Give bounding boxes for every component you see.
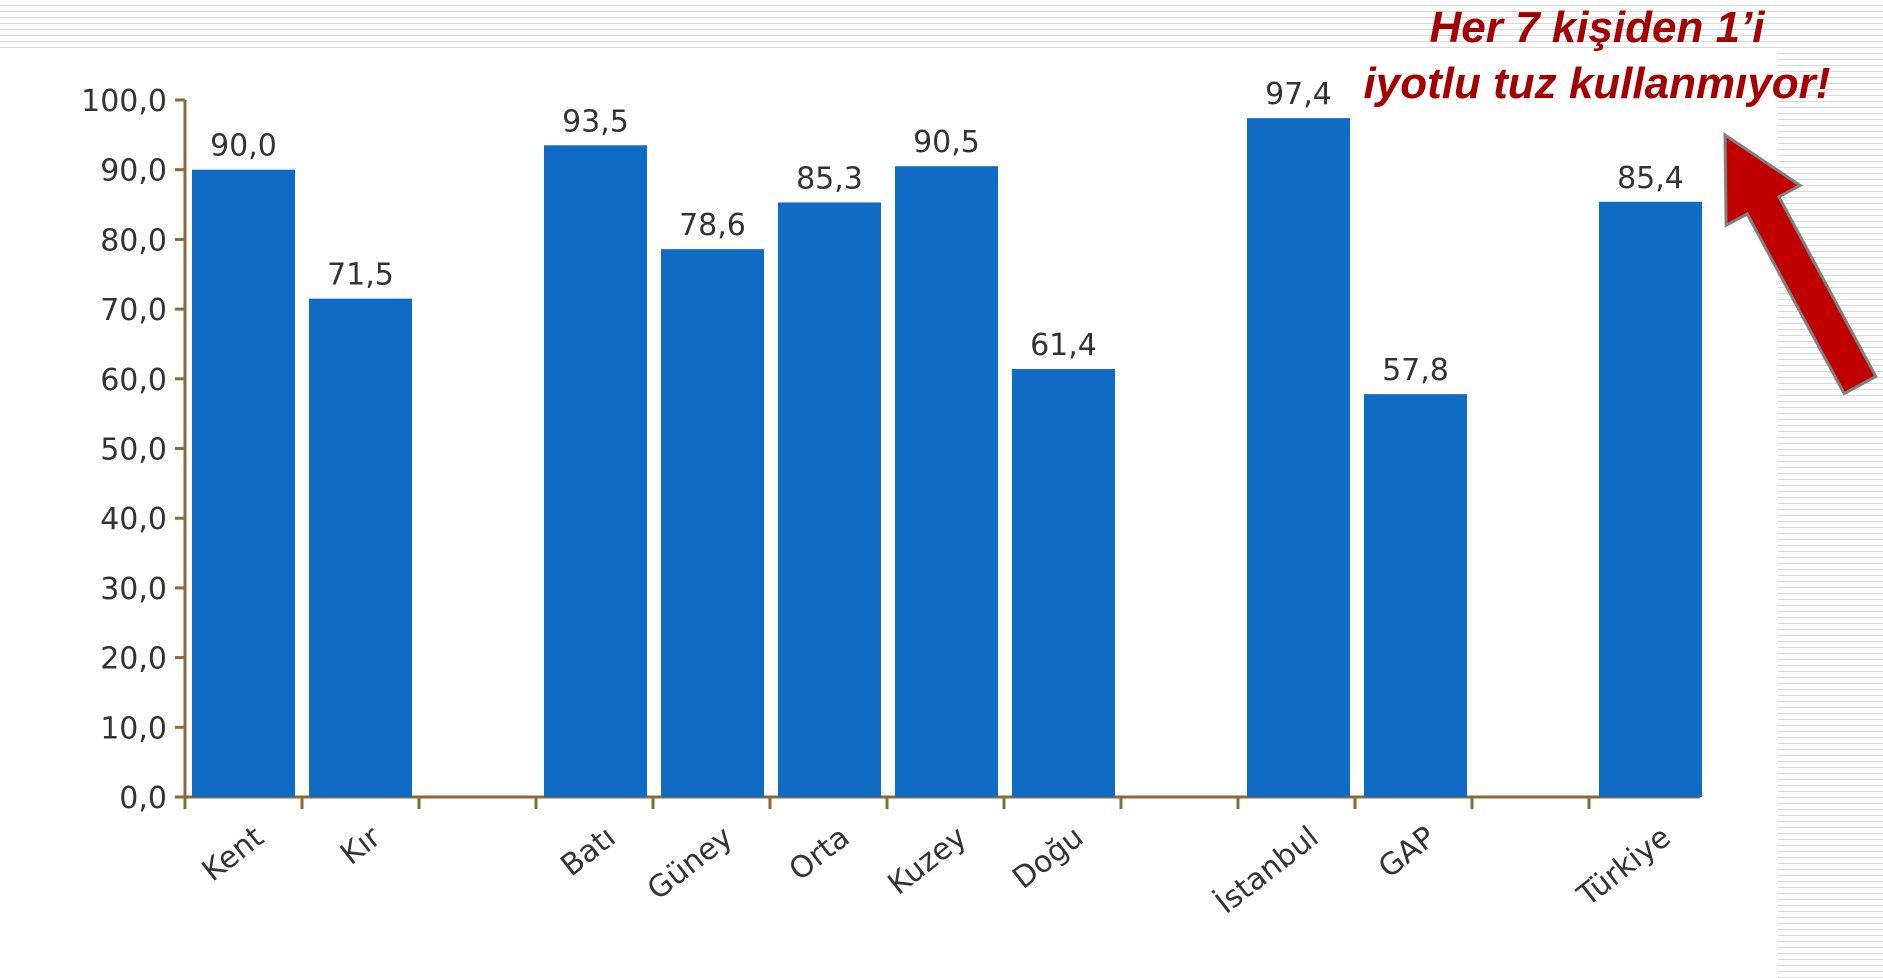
bar <box>1012 369 1115 797</box>
category-label: Orta <box>783 820 857 888</box>
annotation-callout: Her 7 kişiden 1’i iyotlu tuz kullanmıyor… <box>1317 0 1877 112</box>
y-tick-label: 90,0 <box>100 154 167 189</box>
annotation-line-1: Her 7 kişiden 1’i <box>1429 3 1765 52</box>
y-tick-label: 50,0 <box>100 433 167 468</box>
category-label: Doğu <box>1006 820 1090 897</box>
annotation-line-2: iyotlu tuz kullanmıyor! <box>1363 59 1831 108</box>
bar <box>895 166 998 798</box>
decorative-stripes-top <box>0 0 1883 48</box>
bar <box>192 169 295 797</box>
bar-value-label: 71,5 <box>327 258 394 293</box>
bar-value-label: 85,3 <box>796 161 863 196</box>
y-tick-label: 40,0 <box>100 502 167 537</box>
category-label: GAP <box>1372 820 1442 886</box>
bar-value-label: 85,4 <box>1617 161 1684 196</box>
bar <box>544 145 647 797</box>
bar-value-label: 78,6 <box>679 208 746 243</box>
bar <box>1599 201 1702 798</box>
bar <box>778 202 881 798</box>
category-label: Güney <box>641 820 739 908</box>
y-tick-label: 70,0 <box>100 293 167 328</box>
up-left-arrow-icon <box>1723 132 1878 396</box>
y-tick-label: 0,0 <box>119 781 167 816</box>
y-tick-label: 30,0 <box>100 572 167 607</box>
bar-value-label: 61,4 <box>1030 328 1097 363</box>
category-label: Kent <box>196 820 271 889</box>
y-tick-label: 60,0 <box>100 363 167 398</box>
y-tick-label: 100,0 <box>81 84 167 119</box>
category-label: İstanbul <box>1209 819 1326 921</box>
y-tick-label: 10,0 <box>100 711 167 746</box>
bar <box>1364 394 1467 797</box>
y-tick-label: 80,0 <box>100 223 167 258</box>
bar <box>1247 118 1350 797</box>
category-label: Kuzey <box>882 820 974 902</box>
bar-value-label: 90,5 <box>913 125 980 160</box>
bar-value-label: 97,4 <box>1265 77 1332 112</box>
decorative-stripes-right <box>1778 48 1883 978</box>
category-label: Türkiye <box>1570 820 1677 914</box>
bar <box>309 298 412 797</box>
bar-value-label: 90,0 <box>210 129 277 164</box>
category-label: Kır <box>334 819 388 872</box>
bar <box>661 249 764 797</box>
category-label: Batı <box>554 820 622 884</box>
y-tick-label: 20,0 <box>100 642 167 677</box>
bar-value-label: 57,8 <box>1382 353 1449 388</box>
bar-value-label: 93,5 <box>562 104 629 139</box>
